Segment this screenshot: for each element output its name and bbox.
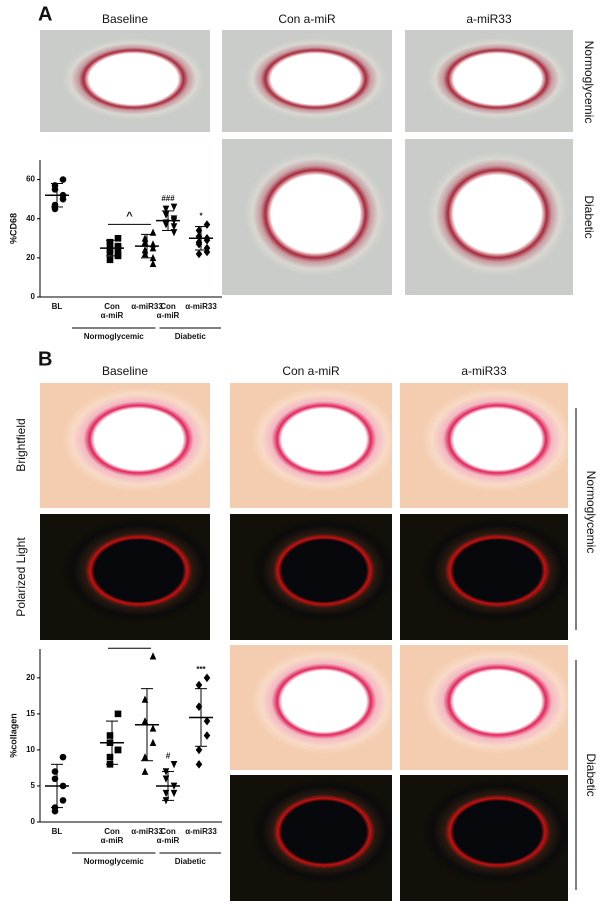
data-point xyxy=(203,220,211,229)
row-label: Brightfield xyxy=(14,418,28,471)
data-point xyxy=(114,746,122,754)
bracket-label: ^ xyxy=(126,210,133,222)
micrograph xyxy=(40,30,210,132)
y-tick-label: 0 xyxy=(31,292,36,301)
x-tick-label: Con xyxy=(160,827,176,836)
data-point xyxy=(141,767,149,775)
data-point xyxy=(51,807,59,815)
micrograph xyxy=(222,30,392,132)
data-point xyxy=(106,753,114,761)
data-point xyxy=(149,259,157,268)
data-point xyxy=(106,732,114,739)
group-label: Normoglycemic xyxy=(84,332,145,341)
x-tick-label: α-miR xyxy=(157,836,180,845)
micrograph xyxy=(405,139,573,295)
x-tick-label: Con xyxy=(160,302,176,311)
significance: * xyxy=(199,212,203,221)
data-point xyxy=(203,716,211,726)
y-axis-label: %CD68 xyxy=(8,213,18,244)
data-point xyxy=(195,249,203,259)
panel-label: B xyxy=(38,348,52,370)
y-tick-label: 20 xyxy=(26,673,35,682)
y-axis-label: %collagen xyxy=(8,713,18,758)
data-point xyxy=(195,760,203,769)
data-point xyxy=(149,244,157,252)
data-point xyxy=(170,789,178,798)
row-label: Polarized Light xyxy=(14,537,28,617)
micrograph xyxy=(400,383,568,508)
micrograph xyxy=(230,383,392,508)
x-tick-label: α-miR xyxy=(157,311,180,320)
group-label: Normoglycemic xyxy=(84,857,145,866)
data-point xyxy=(195,680,203,690)
data-point xyxy=(106,240,114,248)
significance: *** xyxy=(196,665,206,674)
x-tick-label: α-miR33 xyxy=(131,827,163,836)
column-title: a-miR33 xyxy=(461,364,507,378)
micrograph xyxy=(405,30,573,132)
row-label: Diabetic xyxy=(582,195,596,238)
micrograph xyxy=(230,775,392,901)
column-title: Baseline xyxy=(102,364,148,378)
y-tick-label: 10 xyxy=(26,745,35,754)
column-title: Con a-miR xyxy=(278,12,336,26)
data-point xyxy=(170,203,178,211)
data-point xyxy=(59,176,67,183)
group-label: Diabetic xyxy=(175,332,207,341)
y-tick-label: 5 xyxy=(31,781,36,790)
y-tick-label: 20 xyxy=(26,253,35,262)
x-tick-label: BL xyxy=(52,302,63,311)
y-tick-label: 15 xyxy=(26,709,35,718)
data-point xyxy=(59,753,67,761)
data-point xyxy=(170,761,178,769)
significance: # xyxy=(166,751,171,760)
micrograph xyxy=(230,514,392,640)
x-tick-label: α-miR33 xyxy=(185,302,217,311)
x-tick-label: α-miR xyxy=(101,311,124,320)
bracket-label: ^ xyxy=(126,634,133,646)
micrograph xyxy=(40,514,210,640)
data-point xyxy=(59,797,67,804)
x-tick-label: α-miR xyxy=(101,836,124,845)
data-point xyxy=(149,738,157,747)
data-point xyxy=(170,223,178,231)
data-point xyxy=(106,248,114,256)
data-point xyxy=(59,195,67,203)
y-tick-label: 0 xyxy=(31,817,36,826)
y-tick-label: 40 xyxy=(26,214,35,223)
micrograph xyxy=(222,139,392,295)
micrograph xyxy=(400,514,568,640)
x-tick-label: α-miR33 xyxy=(131,302,163,311)
x-tick-label: Con xyxy=(104,827,120,836)
group-label: Diabetic xyxy=(175,857,207,866)
panel-label: A xyxy=(38,3,52,25)
x-tick-label: BL xyxy=(52,827,63,836)
x-tick-label: α-miR33 xyxy=(185,827,217,836)
micrograph xyxy=(400,645,568,770)
micrograph xyxy=(400,775,568,901)
micrograph xyxy=(40,383,210,508)
data-point xyxy=(149,652,157,660)
row-label: Diabetic xyxy=(584,753,598,796)
data-point xyxy=(203,673,211,683)
data-point xyxy=(149,724,157,732)
column-title: a-miR33 xyxy=(466,12,512,26)
x-tick-label: Con xyxy=(104,302,120,311)
significance: ### xyxy=(161,194,175,203)
row-label: Normoglycemic xyxy=(584,471,598,554)
row-label: Normoglycemic xyxy=(582,41,596,124)
data-point xyxy=(114,710,122,718)
micrograph xyxy=(230,645,392,770)
data-point xyxy=(114,234,122,242)
column-title: Con a-miR xyxy=(282,364,340,378)
data-point xyxy=(195,745,203,755)
data-point xyxy=(203,731,211,740)
column-title: Baseline xyxy=(102,12,148,26)
y-tick-label: 60 xyxy=(26,175,35,184)
data-point xyxy=(106,256,114,264)
data-point xyxy=(162,205,170,213)
